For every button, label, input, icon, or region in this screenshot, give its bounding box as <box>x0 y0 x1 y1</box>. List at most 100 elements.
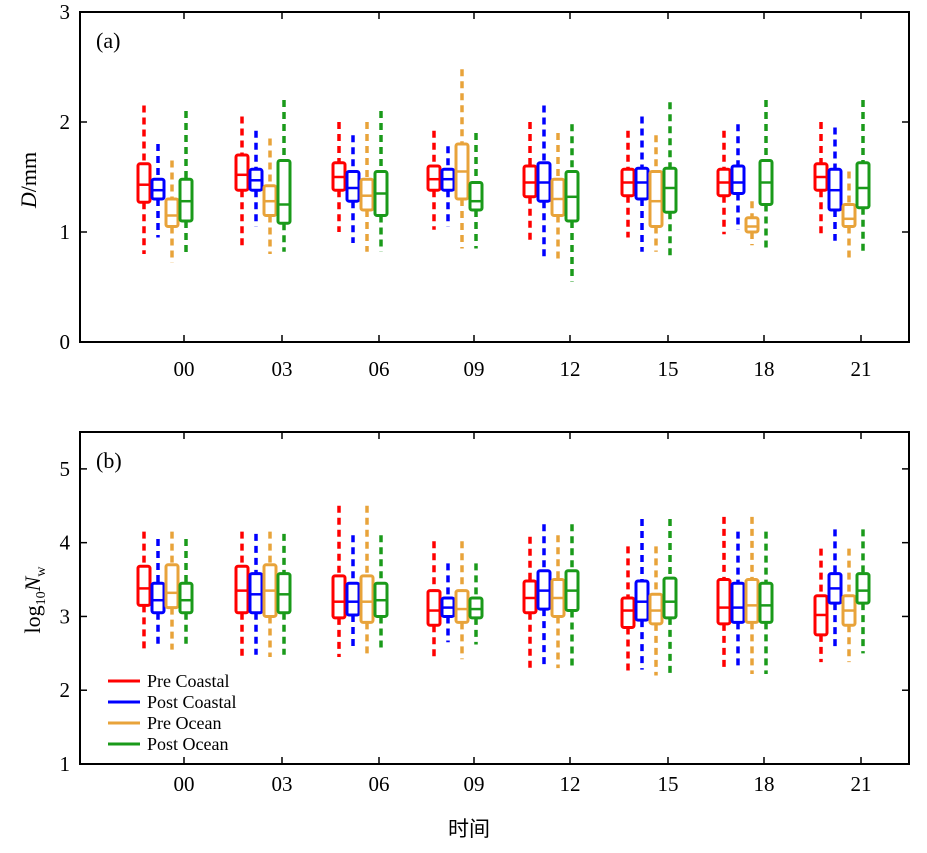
box-pre-ocean-15 <box>648 546 664 676</box>
box-body <box>855 161 871 210</box>
panel-b-boxes <box>136 505 871 676</box>
box-pre-coastal-12 <box>522 536 538 669</box>
ytick-label: 2 <box>60 678 71 702</box>
box-post-ocean-15 <box>662 102 678 257</box>
panel-b-xticks: 00 03 06 09 12 15 18 21 <box>174 432 872 796</box>
box-body <box>662 166 678 214</box>
box-post-ocean-21 <box>855 529 871 654</box>
box-pre-coastal-09 <box>426 541 442 658</box>
box-pre-ocean-21 <box>841 548 857 663</box>
panel-a-boxes <box>136 69 871 282</box>
ytick-label: 2 <box>60 110 71 134</box>
box-body <box>648 170 664 228</box>
box-pre-ocean-09 <box>454 69 470 249</box>
box-body <box>136 564 152 607</box>
xtick-label: 15 <box>658 772 679 796</box>
box-post-coastal-00 <box>150 144 166 238</box>
legend-item: Pre Ocean <box>108 713 221 733</box>
box-pre-coastal-06 <box>331 505 347 658</box>
box-post-coastal-12 <box>536 524 552 669</box>
box-post-coastal-03 <box>248 130 264 227</box>
box-post-coastal-06 <box>345 135 361 243</box>
panel-b-label: (b) <box>96 448 122 473</box>
box-pre-ocean-03 <box>262 531 278 658</box>
box-body <box>855 572 871 605</box>
box-post-ocean-09 <box>468 133 484 249</box>
box-body <box>730 164 746 195</box>
panel-b-ylabel-log: log <box>20 605 45 633</box>
box-pre-ocean-00 <box>164 531 180 650</box>
xtick-label: 03 <box>272 772 293 796</box>
box-body <box>662 576 678 620</box>
box-post-coastal-12 <box>536 105 552 257</box>
box-pre-ocean-06 <box>359 505 375 658</box>
box-post-ocean-12 <box>564 124 580 282</box>
panel-a-label: (a) <box>96 28 120 53</box>
ytick-label: 0 <box>60 330 71 354</box>
xtick-label: 21 <box>851 357 872 381</box>
panel-b-ylabel-sub2: w <box>34 566 49 577</box>
box-pre-coastal-21 <box>813 548 829 663</box>
box-body <box>178 581 194 615</box>
panel-b-yticks: 1 2 3 4 5 <box>60 457 909 776</box>
box-body <box>426 589 442 627</box>
box-pre-ocean-12 <box>550 535 566 669</box>
box-body <box>345 170 361 203</box>
box-post-coastal-21 <box>827 529 843 650</box>
legend-item: Post Ocean <box>108 734 228 754</box>
ytick-label: 5 <box>60 457 71 481</box>
box-body <box>150 581 166 615</box>
ytick-label: 3 <box>60 604 71 628</box>
box-pre-ocean-09 <box>454 541 470 660</box>
box-body <box>620 596 636 630</box>
xtick-label: 09 <box>464 772 485 796</box>
box-body <box>841 203 857 228</box>
ytick-label: 4 <box>60 531 71 555</box>
box-body <box>550 177 566 217</box>
box-pre-coastal-18 <box>716 130 732 235</box>
box-post-coastal-03 <box>248 533 264 655</box>
box-pre-coastal-03 <box>234 531 250 658</box>
xtick-label: 06 <box>369 772 390 796</box>
xtick-label: 00 <box>174 772 195 796</box>
box-body <box>716 578 732 626</box>
box-body <box>331 574 347 620</box>
box-post-coastal-09 <box>440 563 456 643</box>
box-pre-coastal-15 <box>620 546 636 676</box>
xtick-label: 18 <box>754 772 775 796</box>
box-pre-ocean-18 <box>744 201 760 246</box>
panel-a-yticks: 0 1 2 3 <box>60 0 909 354</box>
box-post-coastal-00 <box>150 538 166 645</box>
box-pre-coastal-15 <box>620 130 636 238</box>
panel-a-ylabel-symbol: D <box>16 192 41 209</box>
xtick-label: 21 <box>851 772 872 796</box>
box-body <box>744 578 760 624</box>
xtick-label: 00 <box>174 357 195 381</box>
box-body <box>164 197 180 228</box>
box-post-ocean-06 <box>373 111 389 252</box>
xtick-label: 12 <box>560 772 581 796</box>
xtick-label: 09 <box>464 357 485 381</box>
legend-item: Pre Coastal <box>108 671 230 691</box>
box-pre-ocean-18 <box>744 516 760 674</box>
box-pre-ocean-06 <box>359 122 375 252</box>
panel-a-ylabel-unit: /mm <box>16 152 41 192</box>
box-pre-ocean-21 <box>841 171 857 260</box>
panel-b-frame <box>79 431 910 765</box>
box-pre-coastal-21 <box>813 122 829 235</box>
legend-label: Post Coastal <box>147 692 237 712</box>
legend-label: Pre Coastal <box>147 671 230 691</box>
box-body <box>648 592 664 626</box>
box-post-coastal-18 <box>730 531 746 670</box>
box-body <box>454 589 470 624</box>
panel-a-ylabel: D/mm <box>16 152 41 209</box>
box-pre-coastal-00 <box>136 531 152 654</box>
x-axis-label: 时间 <box>448 817 490 841</box>
box-post-ocean-21 <box>855 100 871 252</box>
box-pre-ocean-12 <box>550 133 566 260</box>
ytick-label: 1 <box>60 220 71 244</box>
box-pre-ocean-00 <box>164 160 180 263</box>
